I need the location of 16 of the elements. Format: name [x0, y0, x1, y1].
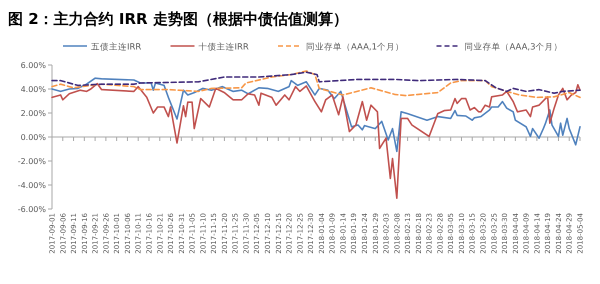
- y-tick-label: -6.00%: [18, 205, 46, 214]
- y-tick-label: 2.00%: [20, 109, 46, 118]
- legend-label: 同业存单（AAA,3个月）: [464, 42, 563, 52]
- y-tick-label: -2.00%: [18, 157, 46, 166]
- line-series: [51, 70, 581, 98]
- legend-label: 五债主连IRR: [91, 42, 142, 52]
- line-series: [51, 82, 581, 199]
- chart-title: 图 2：主力合约 IRR 走势图（根据中债估值测算）: [8, 10, 348, 28]
- line-series: [51, 77, 581, 152]
- legend-label: 同业存单（AAA,1个月）: [306, 42, 404, 52]
- line-series: [51, 71, 581, 94]
- y-tick-label: -4.00%: [18, 181, 46, 190]
- y-tick-label: 4.00%: [20, 85, 46, 94]
- legend-label: 十债主连IRR: [198, 42, 249, 52]
- y-tick-label: 0.00%: [20, 133, 46, 142]
- y-tick-label: 6.00%: [20, 61, 46, 70]
